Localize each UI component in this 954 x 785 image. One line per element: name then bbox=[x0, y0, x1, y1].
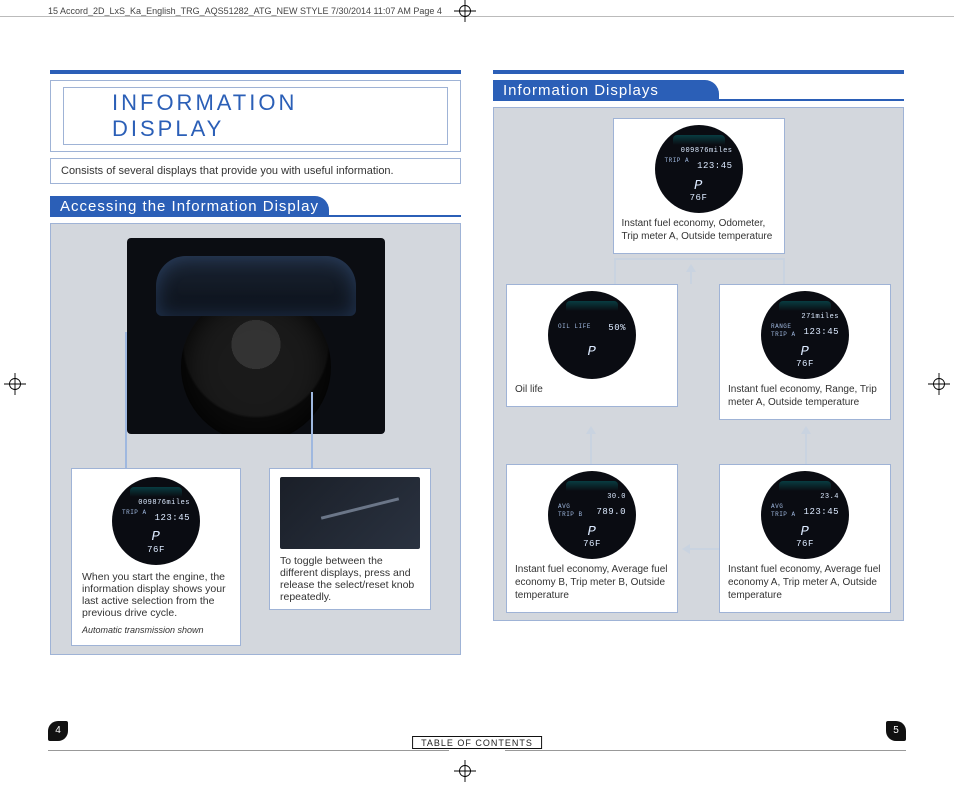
display-line: 123:45 bbox=[771, 327, 839, 339]
page-number-right: 5 bbox=[886, 721, 906, 741]
registration-mark-icon bbox=[454, 760, 476, 782]
table-of-contents-link[interactable]: TABLE OF CONTENTS bbox=[412, 736, 542, 749]
display-icon: TRIP A 009876miles 123:45 P 76F bbox=[112, 477, 200, 565]
display-temp: 76F bbox=[147, 545, 165, 555]
flow-arrow bbox=[614, 258, 616, 284]
display-node-range: RANGE TRIP A 271miles 123:45 P 76F Insta… bbox=[719, 284, 891, 420]
node-text: Instant fuel economy, Range, Trip meter … bbox=[728, 383, 882, 409]
header-rule bbox=[0, 16, 954, 17]
display-gear: P bbox=[152, 529, 161, 545]
page: 15 Accord_2D_LxS_Ka_English_TRG_AQS51282… bbox=[0, 0, 954, 781]
flow-arrow bbox=[690, 272, 692, 284]
display-line: 009876miles bbox=[122, 499, 190, 507]
registration-mark-icon bbox=[4, 373, 26, 395]
section-header: Information Displays bbox=[493, 80, 904, 101]
section-header: Accessing the Information Display bbox=[50, 196, 461, 217]
title-box: INFORMATION DISPLAY bbox=[50, 80, 461, 152]
print-slug: 15 Accord_2D_LxS_Ka_English_TRG_AQS51282… bbox=[48, 6, 442, 16]
display-icon: OIL LIFE 50% P bbox=[548, 291, 636, 379]
flow-arrow bbox=[805, 434, 807, 464]
display-line: 271miles bbox=[771, 313, 839, 322]
display-line: 123:45 bbox=[665, 161, 733, 173]
display-line: 123:45 bbox=[122, 513, 190, 523]
callout-line bbox=[125, 332, 127, 482]
right-page: Information Displays TRIP A 009876miles … bbox=[493, 70, 904, 655]
callout-line bbox=[311, 392, 313, 472]
section-title: Information Displays bbox=[493, 80, 719, 101]
display-node-avg-a: AVG TRIP A 23.4 123:45 P 76F Instant fue… bbox=[719, 464, 891, 613]
flow-arrow bbox=[783, 258, 785, 284]
page-title: INFORMATION DISPLAY bbox=[112, 90, 297, 141]
callout-text: To toggle between the different displays… bbox=[280, 555, 420, 603]
spread: INFORMATION DISPLAY Consists of several … bbox=[50, 70, 904, 655]
display-node-avg-b: AVG TRIP B 30.0 789.0 P 76F Instant fuel… bbox=[506, 464, 678, 613]
page-number-left: 4 bbox=[48, 721, 68, 741]
select-reset-knob-image bbox=[280, 477, 420, 549]
callout-note: Automatic transmission shown bbox=[82, 625, 230, 635]
flow-arrow bbox=[690, 548, 720, 550]
display-line: 009876miles bbox=[665, 147, 733, 156]
callout-text: When you start the engine, the informati… bbox=[82, 571, 230, 619]
flow-arrow bbox=[685, 258, 785, 260]
node-text: Oil life bbox=[515, 383, 669, 396]
node-text: Instant fuel economy, Average fuel econo… bbox=[728, 563, 882, 602]
display-icon: TRIP A 009876miles 123:45 P 76F bbox=[655, 125, 743, 213]
display-temp: 76F bbox=[690, 193, 708, 205]
display-temp: 76F bbox=[796, 539, 814, 551]
top-rule bbox=[493, 70, 904, 74]
display-node-top: TRIP A 009876miles 123:45 P 76F Instant … bbox=[613, 118, 785, 254]
display-line: 123:45 bbox=[771, 507, 839, 519]
left-panel: TRIP A 009876miles 123:45 P 76F When you… bbox=[50, 223, 461, 655]
display-temp: 76F bbox=[796, 359, 814, 371]
intro-text: Consists of several displays that provid… bbox=[50, 158, 461, 184]
display-icon: RANGE TRIP A 271miles 123:45 P 76F bbox=[761, 291, 849, 379]
callout-select-reset: To toggle between the different displays… bbox=[269, 468, 431, 610]
node-text: Instant fuel economy, Odometer, Trip met… bbox=[622, 217, 776, 243]
display-line: 30.0 bbox=[558, 493, 626, 502]
callout-info-display: TRIP A 009876miles 123:45 P 76F When you… bbox=[71, 468, 241, 646]
flow-arrow bbox=[590, 434, 592, 464]
footer-rule bbox=[48, 750, 449, 751]
steering-wheel-image bbox=[127, 238, 385, 434]
footer-rule bbox=[505, 750, 906, 751]
display-icon: AVG TRIP A 23.4 123:45 P 76F bbox=[761, 471, 849, 559]
flow-arrow bbox=[614, 258, 690, 260]
display-line: 23.4 bbox=[771, 493, 839, 502]
registration-mark-icon bbox=[454, 0, 476, 22]
display-line: 50% bbox=[558, 323, 626, 335]
registration-mark-icon bbox=[928, 373, 950, 395]
display-gear: P bbox=[588, 343, 597, 361]
gauge-glow-icon bbox=[171, 260, 341, 310]
display-icon: AVG TRIP B 30.0 789.0 P 76F bbox=[548, 471, 636, 559]
left-page: INFORMATION DISPLAY Consists of several … bbox=[50, 70, 461, 655]
right-panel: TRIP A 009876miles 123:45 P 76F Instant … bbox=[493, 107, 904, 621]
title-box-inner: INFORMATION DISPLAY bbox=[63, 87, 448, 145]
top-rule bbox=[50, 70, 461, 74]
node-text: Instant fuel economy, Average fuel econo… bbox=[515, 563, 669, 602]
display-line: 789.0 bbox=[558, 507, 626, 519]
display-node-oil-life: OIL LIFE 50% P Oil life bbox=[506, 284, 678, 407]
section-title: Accessing the Information Display bbox=[50, 196, 329, 217]
display-temp: 76F bbox=[583, 539, 601, 551]
